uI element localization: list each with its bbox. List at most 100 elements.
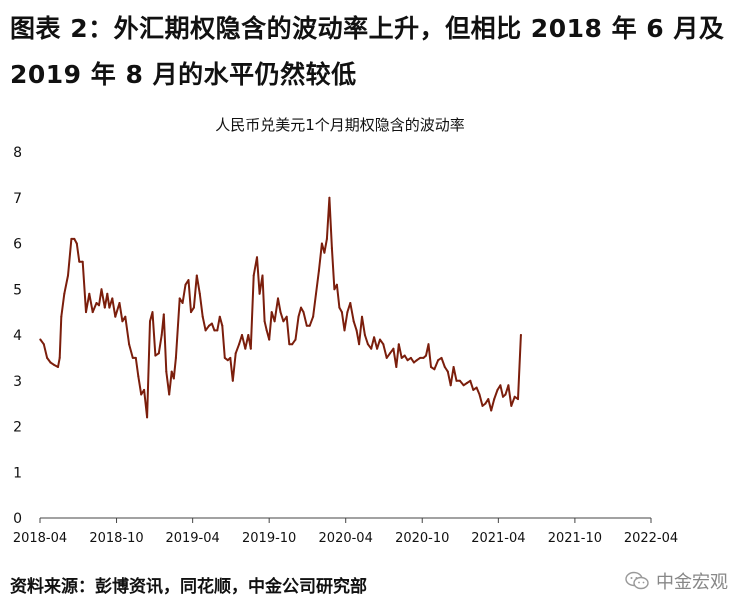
data-point: [452, 366, 455, 368]
data-point: [261, 274, 264, 277]
data-point: [118, 302, 121, 304]
data-point: [111, 297, 114, 300]
data-point: [406, 359, 409, 362]
data-point: [134, 356, 137, 359]
data-point: [320, 242, 323, 245]
x-axis-ticks: 2018-04 2018-10 2019-04 2019-10 2020-04 2020-…: [13, 518, 678, 546]
data-point: [238, 343, 241, 346]
data-point: [213, 329, 216, 332]
data-point: [493, 398, 496, 401]
y-tick-label: 6: [13, 237, 22, 253]
data-point: [258, 292, 261, 295]
data-point: [302, 311, 305, 314]
data-point: [496, 388, 499, 391]
data-point: [57, 366, 59, 368]
data-point: [346, 311, 349, 314]
data-point: [373, 336, 376, 339]
data-point: [291, 343, 294, 346]
data-point: [315, 292, 317, 295]
data-point: [88, 292, 91, 295]
data-point: [449, 384, 452, 387]
data-point: [285, 315, 288, 318]
data-point: [198, 292, 201, 295]
data-point: [277, 297, 279, 300]
data-point: [507, 384, 510, 387]
data-point: [270, 311, 273, 314]
data-point: [157, 352, 160, 355]
data-point: [458, 379, 461, 382]
data-point: [249, 347, 252, 350]
data-point: [366, 343, 369, 346]
y-tick-label: 8: [13, 145, 22, 161]
y-axis-ticks: 0 1 2 3 4 5 6 7 8: [13, 145, 22, 527]
data-point: [440, 356, 443, 359]
data-point: [427, 343, 430, 346]
x-tick-label: 2019-10: [242, 531, 296, 546]
data-point: [338, 306, 341, 309]
data-point: [466, 382, 468, 384]
data-point: [469, 379, 472, 382]
data-point: [170, 370, 173, 373]
wechat-icon: [625, 571, 649, 590]
data-point: [340, 311, 343, 314]
x-tick-label: 2021-10: [548, 531, 602, 546]
data-point: [231, 379, 234, 382]
data-point: [124, 315, 127, 318]
data-point: [433, 368, 436, 371]
data-point: [325, 237, 328, 240]
data-point: [208, 324, 210, 327]
data-point: [361, 315, 363, 318]
data-point: [263, 320, 266, 323]
data-point: [472, 388, 475, 391]
watermark: 中金宏观: [624, 568, 728, 594]
data-point: [256, 256, 258, 259]
x-tick-label: 2018-04: [13, 531, 67, 546]
data-point: [221, 324, 224, 327]
data-point: [323, 251, 326, 254]
data-point: [415, 359, 418, 362]
data-point: [519, 334, 522, 336]
data-point: [481, 404, 484, 407]
data-point: [392, 347, 395, 350]
data-point: [397, 343, 400, 346]
data-point: [241, 334, 243, 336]
data-point: [462, 384, 465, 387]
y-tick-label: 7: [13, 191, 22, 207]
data-point: [91, 311, 94, 314]
data-point: [244, 347, 247, 350]
data-point: [265, 329, 268, 332]
data-point: [419, 356, 422, 359]
data-point: [162, 313, 165, 316]
data-point: [312, 315, 315, 318]
data-point: [58, 356, 61, 359]
data-point: [355, 329, 358, 332]
data-point: [98, 304, 100, 307]
data-point: [106, 292, 109, 295]
data-point: [294, 338, 297, 341]
data-point: [446, 370, 449, 373]
data-point: [385, 356, 388, 359]
data-point: [502, 395, 504, 398]
data-point: [330, 247, 333, 250]
data-point: [234, 352, 237, 355]
data-point: [504, 393, 507, 396]
data-point: [70, 237, 73, 240]
data-point: [335, 283, 338, 286]
data-point: [60, 315, 63, 318]
data-point: [146, 416, 149, 419]
data-point: [437, 359, 440, 362]
data-point: [328, 196, 331, 199]
data-point: [128, 343, 131, 346]
data-point: [192, 306, 195, 309]
data-point: [412, 361, 415, 364]
data-point: [210, 322, 213, 325]
data-point: [252, 274, 255, 277]
data-point: [333, 288, 336, 291]
data-point: [154, 354, 157, 357]
data-point: [226, 359, 229, 362]
data-point: [100, 288, 103, 291]
x-tick-label: 2019-04: [165, 531, 219, 546]
y-tick-label: 3: [13, 374, 22, 390]
data-point: [499, 384, 502, 387]
data-point: [478, 393, 481, 396]
